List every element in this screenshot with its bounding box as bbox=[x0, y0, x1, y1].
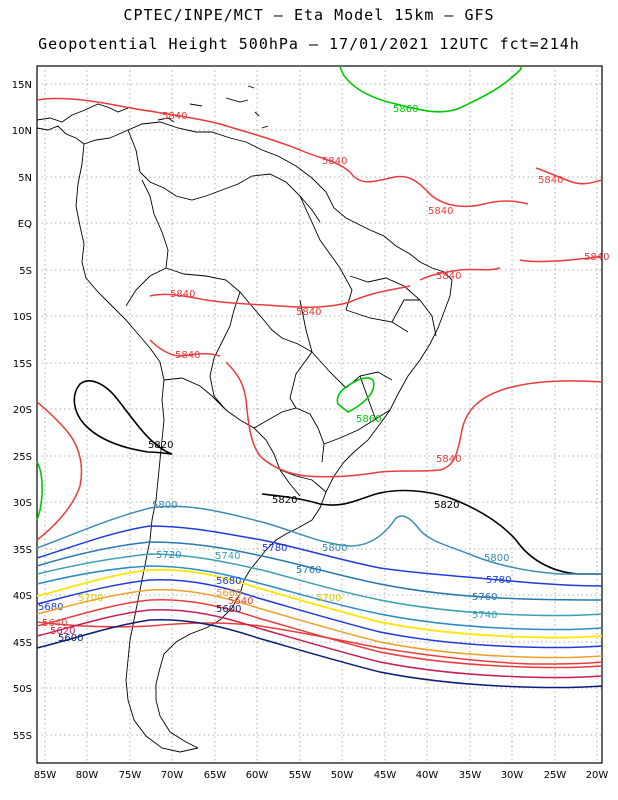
contour-label-5800: 5800 bbox=[152, 500, 177, 511]
lat-label: 5S bbox=[19, 266, 32, 277]
contour-label-5820: 5820 bbox=[434, 500, 459, 511]
lat-label: 20S bbox=[13, 405, 32, 416]
central-america-coast bbox=[36, 103, 129, 123]
coastline-and-borders bbox=[36, 85, 453, 753]
lon-label: 35W bbox=[459, 770, 482, 781]
lon-label: 55W bbox=[289, 770, 312, 781]
contour-label-5600: 5600 bbox=[216, 604, 241, 615]
contour-5780 bbox=[36, 525, 603, 587]
lat-label: 10N bbox=[12, 126, 32, 137]
contour-label-5820: 5820 bbox=[148, 440, 173, 451]
contour-label-5800: 5800 bbox=[484, 553, 509, 564]
map-title: CPTEC/INPE/MCT – Eta Model 15km – GFS bbox=[123, 6, 495, 24]
south-america-west-coast bbox=[75, 143, 199, 753]
lat-label: 10S bbox=[13, 312, 32, 323]
lon-label: 45W bbox=[374, 770, 397, 781]
lat-label: 30S bbox=[13, 498, 32, 509]
contour-label-5860: 5860 bbox=[356, 414, 381, 425]
lat-label: 40S bbox=[13, 591, 32, 602]
contour-label-5820: 5820 bbox=[272, 495, 297, 506]
contour-label-5640: 5640 bbox=[228, 596, 253, 607]
lat-label: 35S bbox=[13, 545, 32, 556]
contour-label-5700: 5700 bbox=[78, 593, 103, 604]
contour-5720 bbox=[36, 565, 603, 631]
contour-5740 bbox=[36, 553, 603, 617]
lon-label: 85W bbox=[34, 770, 57, 781]
contour-label-5700: 5700 bbox=[316, 593, 341, 604]
lon-label: 60W bbox=[246, 770, 269, 781]
contour-label-5760: 5760 bbox=[296, 565, 321, 576]
lat-label: EQ bbox=[18, 219, 32, 230]
contour-label-5640: 5640 bbox=[42, 618, 67, 629]
contour-label-5620: 5620 bbox=[50, 626, 75, 637]
contour-5840 bbox=[36, 97, 603, 665]
lat-label: 55S bbox=[13, 731, 32, 742]
lon-label: 50W bbox=[331, 770, 354, 781]
contour-label-5840: 5840 bbox=[162, 111, 187, 122]
contour-label-5780: 5780 bbox=[486, 575, 511, 586]
contour-label-5840: 5840 bbox=[436, 454, 461, 465]
lon-label: 75W bbox=[119, 770, 142, 781]
contour-5760 bbox=[36, 541, 603, 601]
contour-5660 bbox=[36, 588, 603, 659]
contour-label-5840: 5840 bbox=[296, 307, 321, 318]
lon-label: 65W bbox=[204, 770, 227, 781]
contour-label-5760: 5760 bbox=[472, 592, 497, 603]
contour-label-5840: 5840 bbox=[322, 156, 347, 167]
contour-label-5780: 5780 bbox=[262, 543, 287, 554]
south-america-coast bbox=[83, 121, 453, 749]
lon-label: 40W bbox=[416, 770, 439, 781]
contour-label-5660: 5660 bbox=[216, 588, 241, 599]
contour-label-5740: 5740 bbox=[215, 551, 240, 562]
contour-label-5840: 5840 bbox=[584, 252, 609, 263]
contour-label-5840: 5840 bbox=[170, 289, 195, 300]
contour-5700 bbox=[36, 568, 603, 639]
contour-5600 bbox=[36, 618, 603, 689]
contour-5800 bbox=[36, 505, 602, 575]
contour-label-5800: 5800 bbox=[322, 543, 347, 554]
contour-label-5680: 5680 bbox=[38, 602, 63, 613]
contour-label-5720: 5720 bbox=[156, 550, 181, 561]
lat-label: 25S bbox=[13, 452, 32, 463]
contour-label-5680: 5680 bbox=[216, 576, 241, 587]
lat-label: 45S bbox=[13, 638, 32, 649]
central-america-coast-south bbox=[36, 125, 85, 145]
lat-label: 15N bbox=[12, 80, 32, 91]
lon-label: 25W bbox=[544, 770, 567, 781]
contour-5640 bbox=[36, 598, 603, 669]
contour-label-5740: 5740 bbox=[472, 610, 497, 621]
contour-label-5860: 5860 bbox=[393, 104, 418, 115]
lon-label: 80W bbox=[76, 770, 99, 781]
contour-label-5600: 5600 bbox=[58, 633, 83, 644]
map-subtitle: Geopotential Height 500hPa – 17/01/2021 … bbox=[38, 35, 580, 53]
lon-label: 20W bbox=[586, 770, 609, 781]
contour-label-5840: 5840 bbox=[436, 271, 461, 282]
latitude-labels: 15N 10N 5N EQ 5S 10S 15S 20S 25S 30S 35S… bbox=[12, 80, 32, 742]
caribbean-islands bbox=[157, 85, 269, 129]
brazil-state-borders bbox=[289, 195, 420, 421]
contour-label-5840: 5840 bbox=[175, 350, 200, 361]
lat-label: 50S bbox=[13, 684, 32, 695]
contour-label-5840: 5840 bbox=[428, 206, 453, 217]
lon-label: 70W bbox=[161, 770, 184, 781]
contour-5860 bbox=[36, 65, 523, 521]
lat-label: 15S bbox=[13, 359, 32, 370]
lat-label: 5N bbox=[18, 173, 32, 184]
contour-5620 bbox=[36, 608, 603, 679]
lon-label: 30W bbox=[501, 770, 524, 781]
map-frame bbox=[36, 65, 603, 764]
contour-5820 bbox=[73, 380, 602, 575]
longitude-labels: 85W 80W 75W 70W 65W 60W 55W 50W 45W 40W … bbox=[34, 770, 609, 781]
contour-label-5840: 5840 bbox=[538, 175, 563, 186]
contour-5680 bbox=[36, 578, 603, 649]
